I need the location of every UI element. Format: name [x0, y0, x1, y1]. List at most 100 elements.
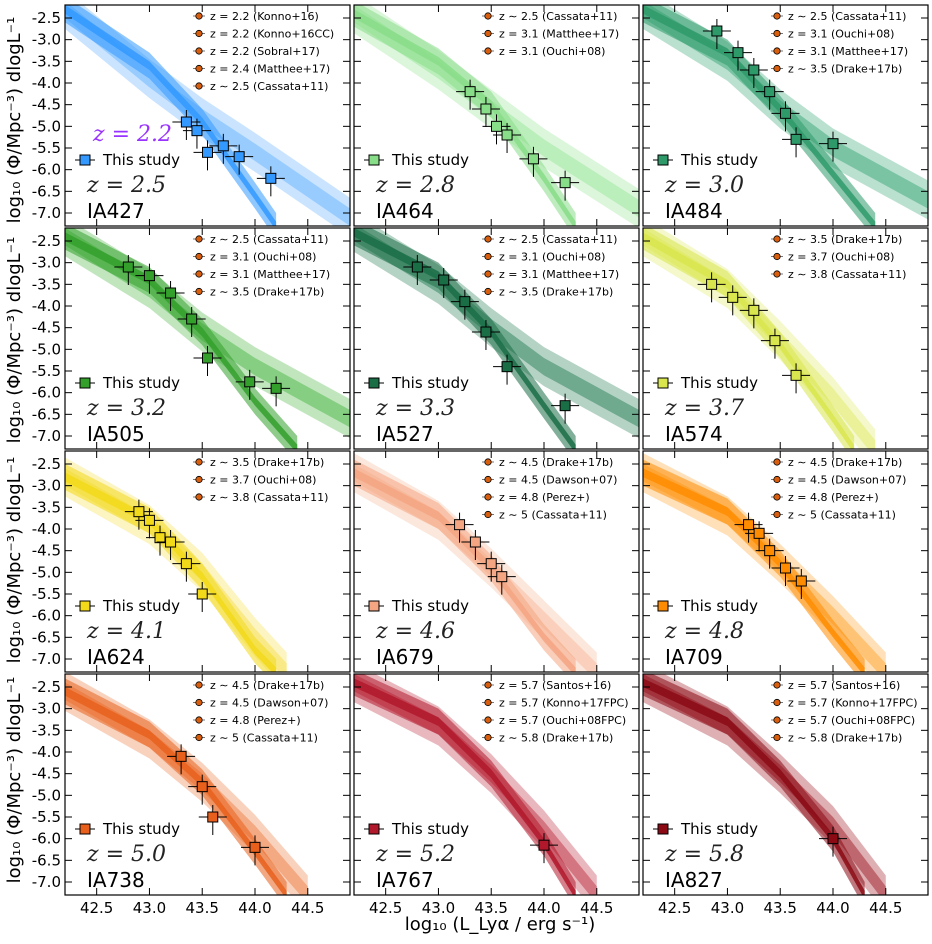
y-tick-label: -6.0 — [32, 384, 61, 402]
legend-entry: z = 2.2 (Konno+16CC) — [210, 28, 334, 41]
y-tick-label: -5.5 — [32, 808, 61, 826]
legend-marker — [773, 12, 781, 20]
data-point — [790, 369, 802, 381]
fit-band-bright-outer — [354, 228, 576, 449]
legend-entry: z = 4.5 (Dawson+07) — [788, 474, 906, 487]
legend-marker — [195, 12, 203, 20]
legend-marker — [484, 12, 492, 20]
data-point — [491, 120, 502, 132]
this-study-label: This study — [102, 374, 180, 392]
legend-entry: z ∼ 5.8 (Drake+17b) — [788, 732, 902, 745]
data-point — [748, 304, 760, 316]
data-point — [743, 519, 755, 531]
this-study-marker — [79, 377, 91, 389]
redshift-label: z = 2.8 — [375, 173, 455, 198]
legend-entry: z = 5.7 (Santos+16) — [788, 679, 900, 692]
filter-label: IA738 — [87, 868, 145, 892]
panel-plot-area — [354, 228, 639, 449]
legend-marker — [195, 287, 203, 296]
y-tick-label: -3.5 — [32, 721, 61, 739]
legend-entry: z ∼ 3.8 (Cassata+11) — [788, 268, 906, 281]
data-point — [186, 313, 198, 325]
legend-entry: z = 5.7 (Konno+17FPC) — [788, 697, 917, 710]
legend-marker — [484, 47, 492, 55]
y-tick-label: -3.5 — [32, 52, 61, 70]
legend-entry: z ∼ 2.5 (Cassata+11) — [499, 233, 617, 246]
fit-band-bright-outer — [354, 459, 576, 672]
data-point — [270, 382, 282, 394]
data-point — [469, 536, 481, 548]
fit-band-bright-inner — [65, 5, 277, 226]
legend-marker — [195, 716, 203, 724]
legend-entry: z = 4.5 (Dawson+07) — [499, 474, 617, 487]
data-point — [559, 400, 571, 412]
legend-entry: z ∼ 5 (Cassata+11) — [788, 509, 896, 522]
y-tick-label: -5.0 — [32, 117, 61, 135]
y-tick-label: -5.5 — [32, 362, 61, 380]
panel-frame — [642, 227, 929, 450]
panel-ia624: -2.5 -3.0 -3.5 -4.0 -4.5 -5.0 -5.5 -6.0 -6.5 -7.0… — [32, 450, 351, 673]
fit-band-faint-outer — [643, 674, 886, 895]
y-tick-label: -4.0 — [32, 74, 61, 92]
panel-plot-area — [643, 674, 886, 895]
data-point — [732, 47, 744, 59]
y-tick-label: -4.5 — [32, 96, 61, 114]
filter-label: IA464 — [376, 199, 434, 223]
panel-plot-area — [354, 453, 597, 672]
x-tick-label: 43.0 — [133, 899, 166, 917]
this-study-label: This study — [391, 597, 469, 615]
panel-frame — [353, 673, 640, 896]
legend-marker — [773, 29, 781, 38]
panel-plot-area — [65, 674, 308, 895]
x-tick-label: 44.0 — [238, 899, 271, 917]
panel-frame — [642, 450, 929, 673]
x-tick-label: 42.5 — [80, 899, 113, 917]
data-point — [196, 781, 208, 793]
data-point — [143, 514, 155, 526]
x-tick-label: 42.5 — [369, 899, 402, 917]
this-study-label: This study — [102, 151, 180, 169]
legend-entry: z ∼ 4.5 (Drake+17b) — [210, 679, 324, 692]
filter-label: IA527 — [376, 422, 434, 446]
x-tick-label: 44.5 — [291, 899, 324, 917]
legend-marker — [484, 510, 492, 519]
this-study-label: This study — [391, 151, 469, 169]
data-point — [559, 177, 571, 189]
legend-entry: z = 3.1 (Matthee+17) — [210, 268, 330, 281]
redshift-label: z = 3.0 — [664, 173, 744, 198]
redshift-label: z = 3.2 — [86, 396, 166, 421]
filter-label: IA624 — [87, 645, 145, 669]
this-study-label: This study — [680, 820, 758, 838]
filter-label: IA709 — [665, 645, 723, 669]
legend-entry: z = 2.2 (Konno+16) — [210, 10, 319, 23]
y-tick-label: -4.0 — [32, 743, 61, 761]
filter-label: IA484 — [665, 199, 723, 223]
panel-ia767: 42.5 43.0 43.5 44.0 44.5 z = 5.7 (Santos+16) z… — [353, 673, 640, 917]
legend-marker — [773, 235, 781, 243]
legend-marker — [773, 475, 781, 484]
data-point — [480, 326, 492, 338]
this-study-marker — [79, 823, 91, 835]
this-study-label: This study — [680, 151, 758, 169]
data-point — [143, 270, 155, 282]
redshift-label: z = 3.3 — [375, 396, 455, 421]
y-tick-label: -2.5 — [32, 678, 61, 696]
legend-marker — [195, 475, 203, 484]
redshift-label: z = 5.0 — [86, 842, 166, 867]
y-tick-label: -7.0 — [32, 204, 61, 222]
data-point — [827, 138, 839, 150]
y-axis-title-row-3: log₁₀ (Φ/Mpc⁻³) dlogL⁻¹ — [4, 457, 25, 664]
this-study-label: This study — [391, 374, 469, 392]
redshift-label: z = 4.8 — [664, 619, 744, 644]
x-tick-label: 44.0 — [527, 899, 560, 917]
this-study-marker — [368, 154, 380, 166]
this-study-label: This study — [680, 374, 758, 392]
y-tick-label: -6.5 — [32, 851, 61, 869]
legend-marker — [484, 475, 492, 484]
x-tick-label: 43.5 — [764, 899, 797, 917]
data-point — [459, 296, 471, 308]
legend-marker — [773, 733, 781, 742]
filter-label: IA505 — [87, 422, 145, 446]
legend-entry: z = 3.1 (Matthee+17) — [788, 45, 908, 58]
y-tick-label: -7.0 — [32, 873, 61, 891]
